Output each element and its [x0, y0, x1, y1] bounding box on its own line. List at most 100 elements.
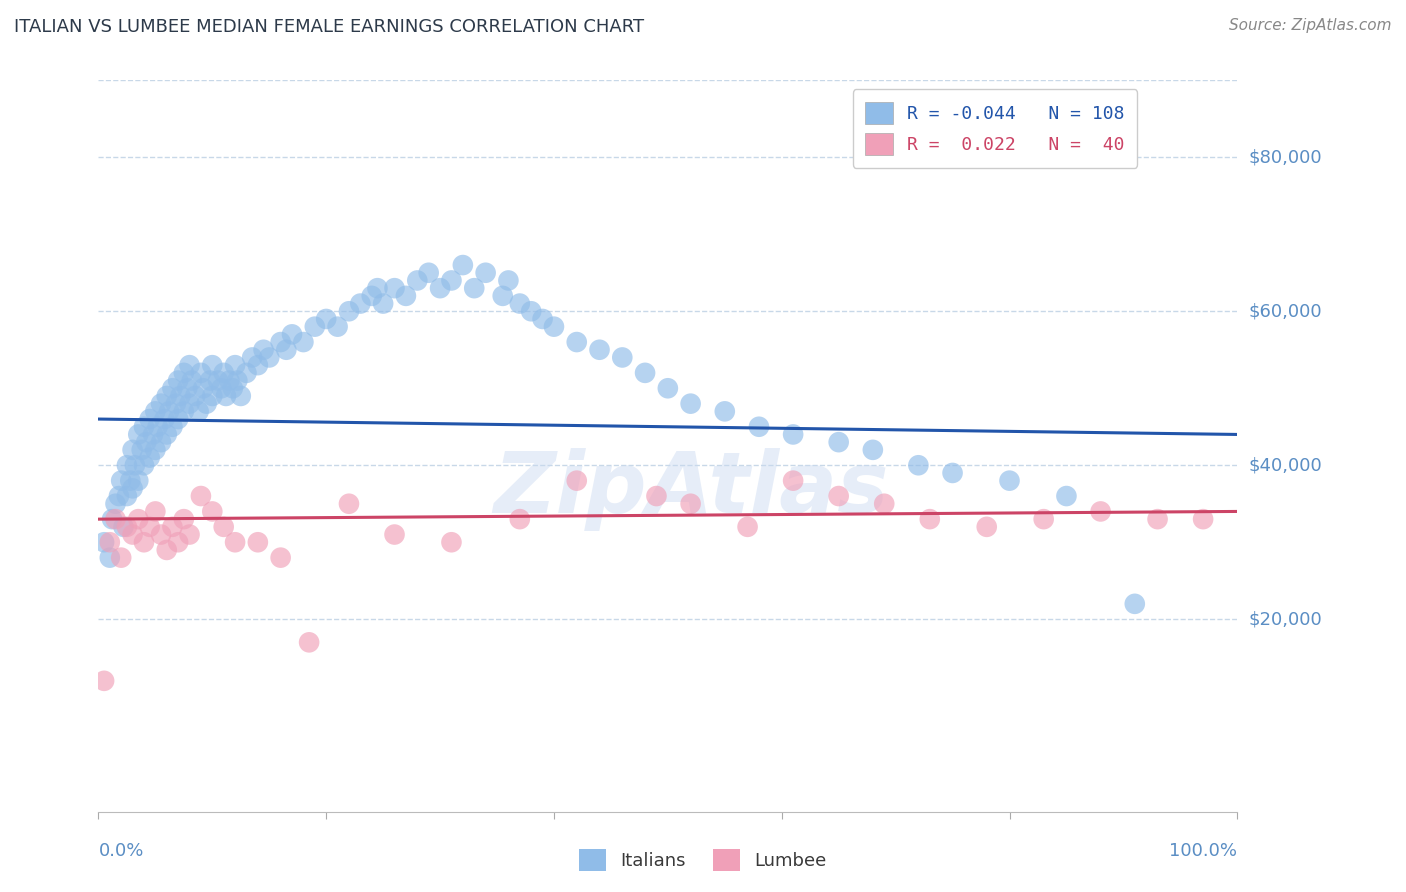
- Point: [98, 550, 121, 565]
- Point: [153, 412, 176, 426]
- Point: [112, 520, 135, 534]
- Point: [156, 427, 179, 442]
- Point: [918, 512, 941, 526]
- Point: [198, 374, 221, 388]
- Point: [645, 489, 668, 503]
- Point: [565, 474, 588, 488]
- Point: [162, 419, 184, 434]
- Point: [657, 381, 679, 395]
- Point: [509, 296, 531, 310]
- Point: [531, 312, 554, 326]
- Point: [201, 389, 224, 403]
- Point: [110, 474, 132, 488]
- Point: [127, 427, 149, 442]
- Point: [371, 296, 394, 310]
- Legend: Italians, Lumbee: Italians, Lumbee: [572, 842, 834, 879]
- Point: [246, 535, 269, 549]
- Point: [104, 512, 127, 526]
- Point: [115, 520, 138, 534]
- Point: [145, 442, 167, 457]
- Point: [492, 289, 515, 303]
- Point: [218, 374, 240, 388]
- Point: [180, 374, 202, 388]
- Point: [222, 381, 245, 395]
- Point: [110, 550, 132, 565]
- Point: [440, 535, 463, 549]
- Point: [976, 520, 998, 534]
- Point: [782, 427, 804, 442]
- Point: [121, 481, 143, 495]
- Point: [384, 527, 406, 541]
- Text: $20,000: $20,000: [1249, 610, 1322, 628]
- Text: $80,000: $80,000: [1249, 148, 1322, 166]
- Point: [167, 412, 190, 426]
- Point: [565, 334, 588, 349]
- Point: [337, 497, 360, 511]
- Text: Source: ZipAtlas.com: Source: ZipAtlas.com: [1229, 18, 1392, 33]
- Point: [120, 474, 142, 488]
- Point: [193, 381, 215, 395]
- Text: 100.0%: 100.0%: [1170, 842, 1237, 860]
- Point: [145, 504, 167, 518]
- Point: [162, 381, 184, 395]
- Point: [173, 366, 195, 380]
- Point: [124, 458, 146, 473]
- Point: [259, 351, 281, 365]
- Point: [146, 419, 169, 434]
- Point: [429, 281, 451, 295]
- Point: [509, 512, 531, 526]
- Point: [224, 535, 246, 549]
- Point: [873, 497, 896, 511]
- Point: [157, 404, 180, 418]
- Point: [907, 458, 929, 473]
- Point: [150, 527, 173, 541]
- Point: [179, 397, 201, 411]
- Point: [212, 520, 235, 534]
- Point: [121, 527, 143, 541]
- Point: [162, 520, 184, 534]
- Point: [828, 489, 851, 503]
- Point: [1123, 597, 1146, 611]
- Point: [184, 389, 207, 403]
- Point: [349, 296, 371, 310]
- Point: [135, 435, 157, 450]
- Point: [612, 351, 634, 365]
- Point: [395, 289, 418, 303]
- Point: [165, 397, 187, 411]
- Point: [190, 366, 212, 380]
- Point: [226, 374, 249, 388]
- Point: [201, 504, 224, 518]
- Point: [281, 327, 304, 342]
- Point: [108, 489, 131, 503]
- Point: [121, 442, 143, 457]
- Text: ZipAtlas: ZipAtlas: [494, 449, 889, 532]
- Point: [463, 281, 485, 295]
- Point: [167, 535, 190, 549]
- Point: [127, 474, 149, 488]
- Point: [588, 343, 610, 357]
- Point: [634, 366, 657, 380]
- Point: [101, 512, 124, 526]
- Point: [384, 281, 406, 295]
- Point: [520, 304, 543, 318]
- Point: [782, 474, 804, 488]
- Point: [150, 397, 173, 411]
- Point: [98, 535, 121, 549]
- Point: [543, 319, 565, 334]
- Point: [179, 527, 201, 541]
- Point: [366, 281, 388, 295]
- Point: [474, 266, 496, 280]
- Point: [1032, 512, 1054, 526]
- Point: [176, 381, 198, 395]
- Point: [862, 442, 884, 457]
- Point: [190, 489, 212, 503]
- Point: [304, 319, 326, 334]
- Point: [201, 358, 224, 372]
- Point: [156, 543, 179, 558]
- Text: $40,000: $40,000: [1249, 456, 1322, 475]
- Point: [132, 535, 155, 549]
- Point: [451, 258, 474, 272]
- Point: [104, 497, 127, 511]
- Point: [714, 404, 737, 418]
- Point: [167, 374, 190, 388]
